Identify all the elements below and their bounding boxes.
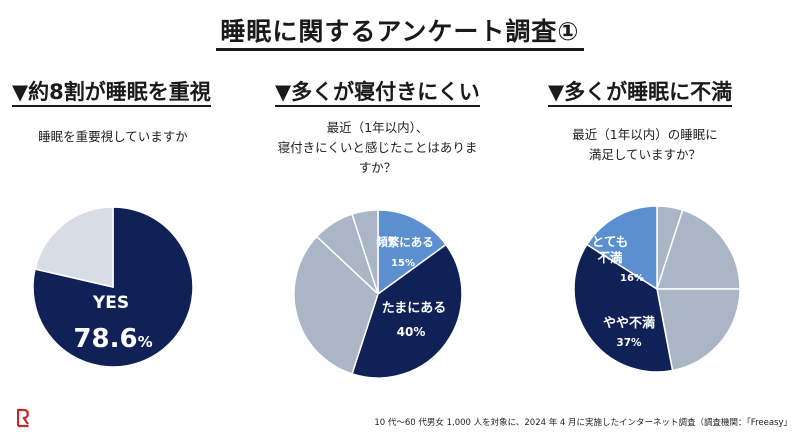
- value-very-dissatisfied: 16%: [620, 273, 644, 284]
- label-very-dissatisfied-2: 不満: [597, 250, 623, 265]
- value-frequent: 15%: [391, 258, 415, 269]
- survey-footnote: 10 代〜60 代男女 1,000 人を対象に、2024 年 4 月に実施したイ…: [374, 418, 792, 428]
- pie-slice-2: [351, 243, 463, 379]
- pie-slice-3: [293, 235, 379, 375]
- pie-slice-1: [377, 209, 448, 296]
- value-sometimes: 40%: [397, 325, 426, 339]
- pie-chart-importance: YES 78.6%: [32, 206, 194, 368]
- heading-col1: ▼約8割が睡眠を重視: [12, 76, 211, 107]
- label-sometimes: たまにある: [382, 301, 447, 316]
- yes-percent: 78.6%: [73, 324, 152, 354]
- brand-logo-icon: [17, 408, 29, 428]
- heading-col2: ▼多くが寝付きにくい: [275, 76, 480, 107]
- pie-slice-3: [656, 288, 741, 372]
- label-frequent: 頻繁にある: [376, 235, 434, 249]
- label-somewhat-dissatisfied: やや不満: [603, 315, 655, 331]
- pie-slice-4: [573, 243, 674, 373]
- question-col1: 睡眠を重要視していますか: [38, 129, 188, 144]
- pie-chart-sleep-onset: 頻繁にある 15% たまにある 40%: [293, 209, 463, 379]
- heading-col3: ▼多くが睡眠に不満: [548, 76, 733, 107]
- page-title: 睡眠に関するアンケート調査①: [0, 12, 800, 51]
- question-col2: 最近（1年以内）、 寝付きにくいと感じたことはありま すか？: [277, 120, 478, 175]
- pie-slice-5: [585, 205, 658, 291]
- pie-chart-satisfaction: とても 不満 16% やや不満 37%: [573, 205, 741, 373]
- label-very-dissatisfied-1: とても: [592, 234, 629, 249]
- question-col3: 最近（1年以内）の睡眠に 満足していますか？: [572, 127, 718, 162]
- value-somewhat-dissatisfied: 37%: [616, 337, 642, 349]
- pie-slice-2: [655, 209, 741, 290]
- pie-slice-5: [351, 209, 379, 295]
- pie-slice-2: [34, 206, 114, 288]
- yes-label: YES: [92, 293, 129, 313]
